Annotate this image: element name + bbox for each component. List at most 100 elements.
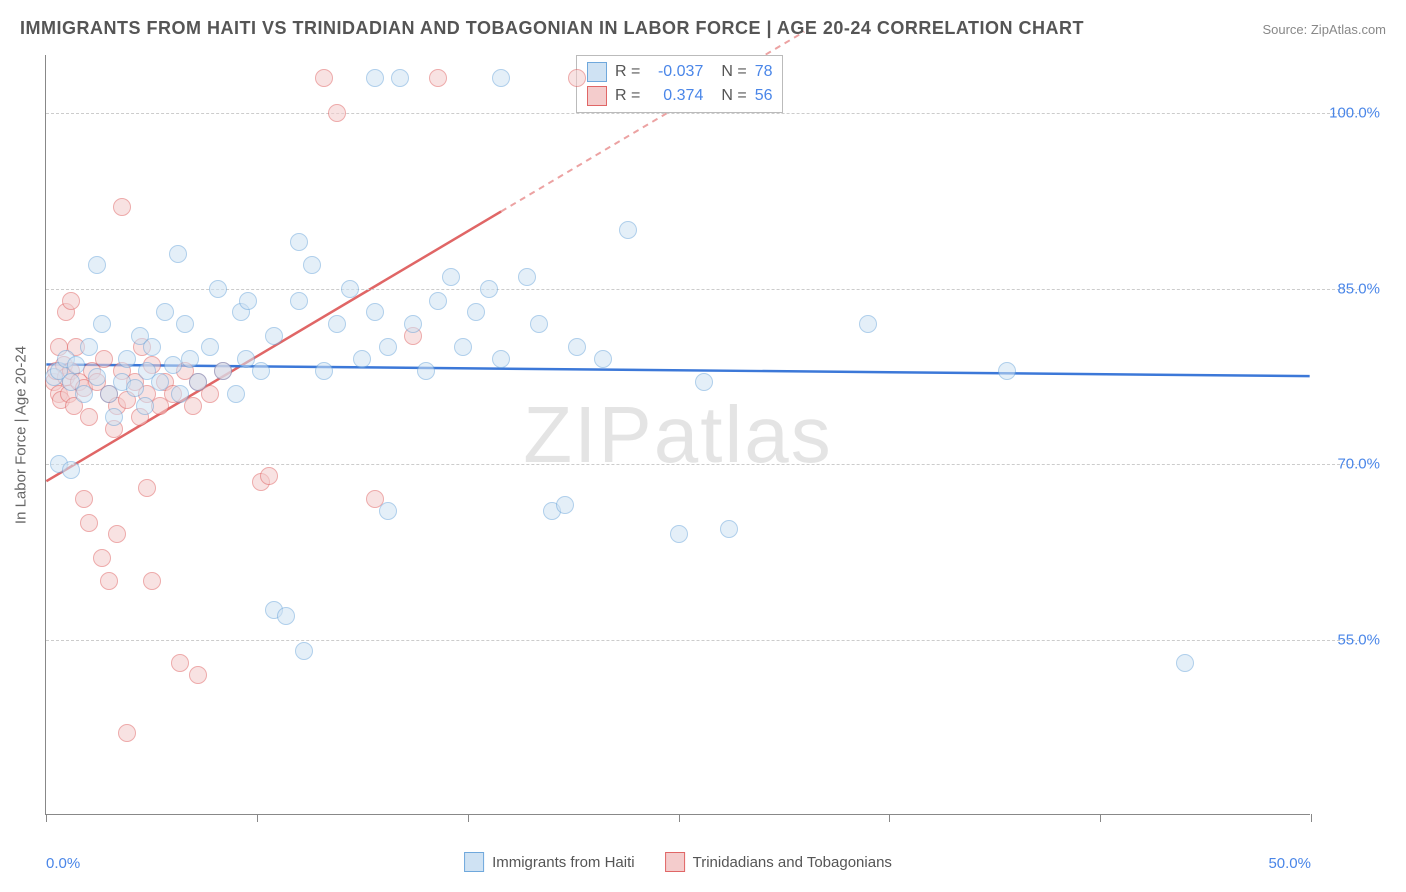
data-point-haiti	[492, 69, 510, 87]
data-point-haiti	[379, 502, 397, 520]
data-point-trinidad	[75, 490, 93, 508]
y-axis-label: In Labor Force | Age 20-24	[13, 345, 30, 523]
x-tick-mark	[889, 814, 890, 822]
data-point-haiti	[695, 373, 713, 391]
legend-row-haiti: R = -0.037 N = 78	[587, 60, 772, 84]
data-point-haiti	[417, 362, 435, 380]
data-point-trinidad	[108, 525, 126, 543]
data-point-haiti	[1176, 654, 1194, 672]
chart-container: IMMIGRANTS FROM HAITI VS TRINIDADIAN AND…	[0, 0, 1406, 892]
data-point-trinidad	[171, 654, 189, 672]
data-point-haiti	[105, 408, 123, 426]
data-point-trinidad	[189, 666, 207, 684]
data-point-haiti	[88, 368, 106, 386]
data-point-haiti	[454, 338, 472, 356]
data-point-haiti	[530, 315, 548, 333]
correlation-legend: R = -0.037 N = 78 R = 0.374 N = 56	[576, 55, 783, 113]
y-tick-label: 100.0%	[1329, 105, 1380, 122]
data-point-haiti	[209, 280, 227, 298]
data-point-trinidad	[80, 408, 98, 426]
data-point-haiti	[859, 315, 877, 333]
series-legend: Immigrants from Haiti Trinidadians and T…	[464, 852, 892, 872]
data-point-haiti	[227, 385, 245, 403]
data-point-haiti	[518, 268, 536, 286]
data-point-trinidad	[138, 479, 156, 497]
x-tick-mark	[679, 814, 680, 822]
data-point-haiti	[265, 327, 283, 345]
data-point-haiti	[391, 69, 409, 87]
data-point-trinidad	[143, 572, 161, 590]
data-point-haiti	[252, 362, 270, 380]
data-point-haiti	[353, 350, 371, 368]
data-point-haiti	[998, 362, 1016, 380]
data-point-haiti	[290, 292, 308, 310]
data-point-haiti	[171, 385, 189, 403]
data-point-haiti	[189, 373, 207, 391]
gridline-horizontal	[46, 640, 1360, 641]
source-attribution: Source: ZipAtlas.com	[1262, 22, 1386, 37]
data-point-trinidad	[328, 104, 346, 122]
data-point-haiti	[670, 525, 688, 543]
data-point-haiti	[118, 350, 136, 368]
y-tick-label: 70.0%	[1337, 456, 1380, 473]
data-point-haiti	[151, 373, 169, 391]
y-tick-label: 55.0%	[1337, 631, 1380, 648]
data-point-haiti	[366, 69, 384, 87]
data-point-haiti	[88, 256, 106, 274]
data-point-trinidad	[113, 198, 131, 216]
x-tick-mark	[1311, 814, 1312, 822]
data-point-haiti	[295, 642, 313, 660]
data-point-trinidad	[568, 69, 586, 87]
data-point-haiti	[366, 303, 384, 321]
trend-lines	[46, 55, 1310, 814]
gridline-horizontal	[46, 113, 1360, 114]
legend-row-trinidad: R = 0.374 N = 56	[587, 84, 772, 108]
data-point-haiti	[239, 292, 257, 310]
data-point-haiti	[176, 315, 194, 333]
data-point-haiti	[429, 292, 447, 310]
data-point-trinidad	[118, 724, 136, 742]
data-point-trinidad	[260, 467, 278, 485]
gridline-horizontal	[46, 464, 1360, 465]
legend-label-haiti: Immigrants from Haiti	[492, 854, 635, 871]
legend-item-trinidad: Trinidadians and Tobagonians	[665, 852, 892, 872]
data-point-haiti	[290, 233, 308, 251]
data-point-trinidad	[429, 69, 447, 87]
data-point-haiti	[619, 221, 637, 239]
data-point-haiti	[480, 280, 498, 298]
chart-title: IMMIGRANTS FROM HAITI VS TRINIDADIAN AND…	[20, 18, 1084, 39]
x-tick-mark	[257, 814, 258, 822]
plot-area: In Labor Force | Age 20-24 ZIPatlas R = …	[45, 55, 1310, 815]
legend-swatch-haiti	[587, 62, 607, 82]
data-point-haiti	[181, 350, 199, 368]
x-tick-label: 50.0%	[1268, 855, 1311, 872]
watermark: ZIPatlas	[523, 389, 832, 481]
x-tick-mark	[468, 814, 469, 822]
x-tick-mark	[1100, 814, 1101, 822]
data-point-haiti	[442, 268, 460, 286]
data-point-haiti	[277, 607, 295, 625]
data-point-haiti	[556, 496, 574, 514]
data-point-haiti	[75, 385, 93, 403]
data-point-trinidad	[315, 69, 333, 87]
data-point-haiti	[201, 338, 219, 356]
data-point-haiti	[303, 256, 321, 274]
data-point-haiti	[80, 338, 98, 356]
data-point-haiti	[404, 315, 422, 333]
legend-swatch-haiti-icon	[464, 852, 484, 872]
data-point-haiti	[62, 461, 80, 479]
data-point-haiti	[214, 362, 232, 380]
data-point-haiti	[169, 245, 187, 263]
data-point-haiti	[164, 356, 182, 374]
legend-swatch-trinidad	[587, 86, 607, 106]
data-point-trinidad	[93, 549, 111, 567]
legend-item-haiti: Immigrants from Haiti	[464, 852, 635, 872]
data-point-haiti	[67, 356, 85, 374]
data-point-haiti	[315, 362, 333, 380]
x-tick-mark	[46, 814, 47, 822]
gridline-horizontal	[46, 289, 1360, 290]
data-point-haiti	[492, 350, 510, 368]
data-point-haiti	[93, 315, 111, 333]
data-point-haiti	[341, 280, 359, 298]
data-point-haiti	[136, 397, 154, 415]
